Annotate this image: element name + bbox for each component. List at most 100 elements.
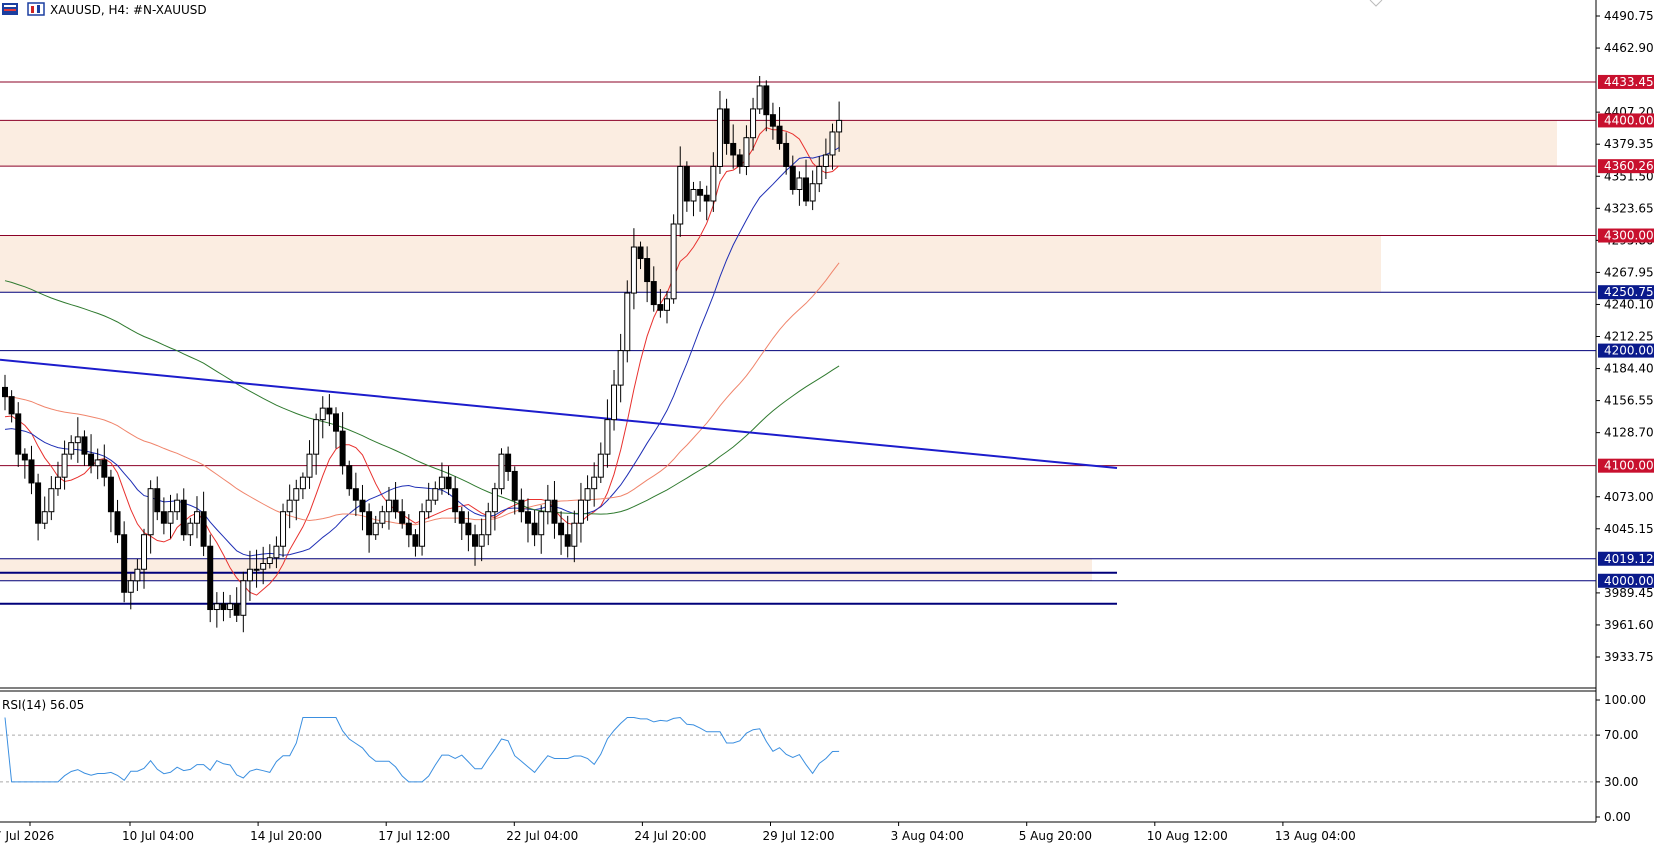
candle-up bbox=[597, 453, 604, 478]
candle-down bbox=[789, 165, 796, 190]
price-tick-label: 4128.70 bbox=[1604, 426, 1654, 440]
price-tick-label: 4073.00 bbox=[1604, 490, 1654, 504]
candle-down bbox=[783, 142, 790, 167]
candle-up bbox=[670, 223, 677, 300]
candle-down bbox=[339, 430, 346, 467]
candle-up bbox=[829, 131, 836, 156]
time-axis: 7 Jul 2026 10 Jul 04:00 14 Jul 20:00 17 Jul… bbox=[0, 822, 1356, 843]
candle-up bbox=[319, 407, 326, 421]
candle-down bbox=[730, 142, 737, 156]
candle-down bbox=[392, 499, 399, 513]
chart-type-icon[interactable] bbox=[27, 2, 45, 16]
candle-up bbox=[187, 522, 194, 536]
candle-down bbox=[518, 499, 525, 513]
candle-up bbox=[94, 459, 101, 467]
candle-up bbox=[48, 488, 55, 513]
candle-up bbox=[836, 119, 843, 133]
symbol-info: XAUUSD, H4: #N-XAUUSD bbox=[50, 3, 207, 17]
price-tick-label: 3933.75 bbox=[1604, 650, 1654, 664]
candle-up bbox=[280, 511, 287, 547]
candle-up bbox=[54, 476, 61, 490]
candle-up bbox=[379, 511, 386, 524]
candle-down bbox=[644, 258, 651, 283]
candle-down bbox=[564, 534, 571, 547]
level-tag bbox=[1598, 343, 1654, 358]
candle-down bbox=[35, 482, 42, 524]
price-tick-label: 4184.40 bbox=[1604, 362, 1654, 376]
candle-down bbox=[769, 114, 776, 127]
rsi-axis: 100.00 70.00 30.00 0.00 bbox=[1596, 693, 1646, 824]
time-tick-label: 3 Aug 04:00 bbox=[891, 829, 964, 843]
candle-down bbox=[28, 459, 35, 484]
candle-up bbox=[478, 534, 485, 547]
candle-up bbox=[809, 183, 816, 202]
candle-up bbox=[246, 568, 253, 582]
candle-up bbox=[240, 580, 247, 616]
candle-up bbox=[385, 499, 392, 513]
candle-down bbox=[107, 476, 114, 513]
candle-down bbox=[346, 465, 353, 490]
candle-up bbox=[743, 137, 750, 167]
rsi-tick-label: 0.00 bbox=[1604, 810, 1631, 824]
candle-up bbox=[174, 499, 181, 513]
candle-down bbox=[326, 407, 333, 415]
candle-down bbox=[465, 522, 472, 536]
candle-down bbox=[405, 522, 412, 536]
candle-up bbox=[611, 384, 618, 421]
time-tick-label: 5 Aug 20:00 bbox=[1019, 829, 1092, 843]
candle-down bbox=[333, 413, 339, 432]
candle-down bbox=[8, 396, 15, 415]
candle-up bbox=[432, 488, 439, 501]
price-tick-label: 4267.95 bbox=[1604, 265, 1654, 279]
level-tag bbox=[1598, 285, 1654, 300]
level-tag-label: 4019.12 bbox=[1604, 552, 1654, 566]
price-tick-label: 4240.10 bbox=[1604, 297, 1654, 311]
candle-up bbox=[485, 511, 492, 536]
candle-down bbox=[657, 304, 664, 311]
sma-slow-line bbox=[4, 147, 840, 557]
rsi-line bbox=[4, 716, 840, 783]
candle-down bbox=[15, 413, 22, 455]
candle-up bbox=[617, 350, 624, 386]
trendline[interactable] bbox=[0, 358, 1118, 469]
price-tick-label: 4045.15 bbox=[1604, 522, 1654, 536]
price-tick-label: 4212.25 bbox=[1604, 330, 1654, 344]
candle-up bbox=[134, 568, 141, 582]
level-tag bbox=[1598, 159, 1654, 174]
time-tick-label: 24 Jul 20:00 bbox=[634, 829, 706, 843]
time-tick-label: 10 Jul 04:00 bbox=[122, 829, 194, 843]
level-tag bbox=[1598, 228, 1654, 243]
price-zone bbox=[0, 558, 1092, 581]
time-tick-label: 29 Jul 12:00 bbox=[763, 829, 835, 843]
candle-up bbox=[624, 292, 631, 352]
candle-down bbox=[736, 154, 743, 167]
level-tag-label: 4200.00 bbox=[1604, 344, 1654, 358]
candle-down bbox=[458, 511, 465, 524]
level-tag-label: 4300.00 bbox=[1604, 229, 1654, 243]
candle-up bbox=[571, 522, 578, 547]
candle-up bbox=[74, 436, 81, 444]
candle-up bbox=[273, 545, 280, 559]
candle-up bbox=[538, 511, 545, 536]
level-tag bbox=[1598, 551, 1654, 566]
rsi-layer bbox=[0, 716, 1596, 783]
level-tag-label: 4000.00 bbox=[1604, 574, 1654, 588]
price-zone bbox=[0, 235, 1381, 293]
candle-up bbox=[498, 453, 505, 490]
candle-up bbox=[664, 298, 670, 311]
candle-up bbox=[68, 442, 75, 455]
price-tick-label: 4156.55 bbox=[1604, 394, 1654, 408]
candle-down bbox=[352, 488, 359, 501]
level-tags: 4433.45 4400.00 4360.26 4300.00 4250.75 4200.… bbox=[1598, 74, 1654, 588]
level-tag-label: 4433.45 bbox=[1604, 75, 1654, 89]
candle-up bbox=[167, 511, 174, 524]
chart-menu-icon[interactable] bbox=[2, 3, 18, 15]
level-tag bbox=[1598, 113, 1654, 128]
candle-down bbox=[207, 545, 214, 611]
candle-up bbox=[816, 165, 823, 185]
candle-down bbox=[359, 499, 366, 513]
price-axis: 4490.754462.904407.204379.354351.504323.… bbox=[1596, 9, 1654, 664]
candle-down bbox=[412, 534, 419, 547]
